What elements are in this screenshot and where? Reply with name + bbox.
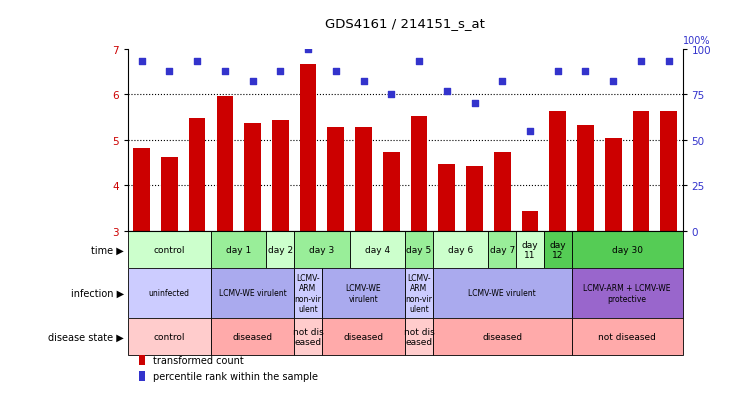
Point: [663, 59, 675, 66]
Point: [136, 59, 147, 66]
Bar: [411, 116, 427, 231]
Bar: [516, 231, 544, 268]
Text: not diseased: not diseased: [598, 332, 656, 341]
Point: [441, 88, 453, 95]
Point: [469, 101, 480, 107]
Bar: [272, 121, 288, 231]
Text: transformed count: transformed count: [153, 356, 244, 366]
Text: time ▶: time ▶: [91, 245, 124, 255]
Text: 100%: 100%: [683, 36, 710, 46]
Text: infection ▶: infection ▶: [71, 288, 124, 298]
Bar: [572, 268, 683, 318]
Bar: [139, 355, 145, 366]
Point: [164, 68, 175, 75]
Bar: [550, 112, 566, 231]
Text: LCMV-
ARM
non-vir
ulent: LCMV- ARM non-vir ulent: [406, 273, 432, 313]
Text: day 7: day 7: [490, 245, 515, 254]
Bar: [294, 318, 322, 355]
Text: control: control: [153, 332, 185, 341]
Bar: [494, 153, 510, 231]
Bar: [544, 231, 572, 268]
Bar: [134, 148, 150, 231]
Bar: [405, 318, 433, 355]
Bar: [217, 96, 233, 231]
Bar: [300, 64, 316, 231]
Text: diseased: diseased: [344, 332, 383, 341]
Bar: [433, 268, 572, 318]
Text: day 3: day 3: [310, 245, 334, 254]
Point: [274, 68, 286, 75]
Text: disease state ▶: disease state ▶: [48, 332, 124, 342]
Bar: [189, 119, 205, 231]
Bar: [405, 268, 433, 318]
Text: day
12: day 12: [550, 240, 566, 259]
Text: diseased: diseased: [233, 332, 272, 341]
Bar: [661, 112, 677, 231]
Bar: [572, 231, 683, 268]
Bar: [356, 128, 372, 231]
Point: [607, 79, 619, 85]
Text: LCMV-WE virulent: LCMV-WE virulent: [469, 289, 536, 298]
Bar: [633, 112, 649, 231]
Point: [191, 59, 203, 66]
Text: uninfected: uninfected: [149, 289, 190, 298]
Bar: [383, 153, 399, 231]
Point: [219, 68, 231, 75]
Text: diseased: diseased: [483, 332, 522, 341]
Bar: [211, 318, 294, 355]
Text: not dis
eased: not dis eased: [293, 327, 323, 346]
Bar: [439, 164, 455, 231]
Point: [413, 59, 425, 66]
Text: not dis
eased: not dis eased: [404, 327, 434, 346]
Text: day
11: day 11: [522, 240, 538, 259]
Point: [496, 79, 508, 85]
Bar: [128, 268, 211, 318]
Point: [552, 68, 564, 75]
Bar: [433, 318, 572, 355]
Text: day 4: day 4: [365, 245, 390, 254]
Text: percentile rank within the sample: percentile rank within the sample: [153, 371, 318, 381]
Text: LCMV-
ARM
non-vir
ulent: LCMV- ARM non-vir ulent: [295, 273, 321, 313]
Bar: [245, 123, 261, 231]
Bar: [266, 231, 294, 268]
Bar: [328, 128, 344, 231]
Bar: [139, 371, 145, 381]
Bar: [350, 231, 405, 268]
Text: LCMV-WE virulent: LCMV-WE virulent: [219, 289, 286, 298]
Bar: [522, 212, 538, 231]
Text: LCMV-ARM + LCMV-WE
protective: LCMV-ARM + LCMV-WE protective: [583, 284, 671, 303]
Text: day 5: day 5: [407, 245, 431, 254]
Bar: [433, 231, 488, 268]
Bar: [211, 231, 266, 268]
Bar: [211, 268, 294, 318]
Text: day 2: day 2: [268, 245, 293, 254]
Text: GDS4161 / 214151_s_at: GDS4161 / 214151_s_at: [325, 17, 485, 29]
Point: [580, 68, 591, 75]
Bar: [161, 157, 177, 231]
Bar: [322, 318, 405, 355]
Point: [524, 128, 536, 135]
Text: day 1: day 1: [226, 245, 251, 254]
Bar: [294, 268, 322, 318]
Point: [302, 46, 314, 53]
Text: LCMV-WE
virulent: LCMV-WE virulent: [346, 284, 381, 303]
Point: [330, 68, 342, 75]
Point: [358, 79, 369, 85]
Bar: [405, 231, 433, 268]
Point: [247, 79, 258, 85]
Bar: [322, 268, 405, 318]
Bar: [294, 231, 350, 268]
Bar: [128, 318, 211, 355]
Text: control: control: [153, 245, 185, 254]
Point: [635, 59, 647, 66]
Bar: [572, 318, 683, 355]
Bar: [466, 166, 483, 231]
Bar: [488, 231, 516, 268]
Bar: [128, 231, 211, 268]
Bar: [577, 126, 593, 231]
Text: day 30: day 30: [612, 245, 642, 254]
Text: day 6: day 6: [448, 245, 473, 254]
Bar: [605, 139, 621, 231]
Point: [385, 92, 397, 98]
